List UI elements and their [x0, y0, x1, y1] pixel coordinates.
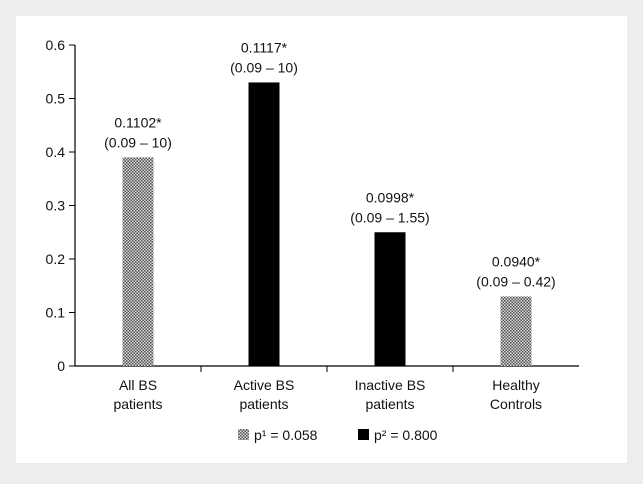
bar-value-label: 0.1117*: [241, 39, 288, 55]
x-category-label: Active BS: [234, 377, 295, 393]
y-tick-label: 0.5: [46, 91, 66, 107]
legend-label: p¹ = 0.058: [254, 427, 318, 443]
legend-swatch: [358, 429, 369, 440]
bar: [248, 82, 280, 366]
x-category-label: patients: [113, 396, 162, 412]
legend-label: p² = 0.800: [374, 427, 438, 443]
y-tick-label: 0.2: [46, 251, 66, 267]
y-tick-label: 0: [57, 358, 65, 374]
bar-range-label: (0.09 – 0.42): [476, 273, 555, 289]
x-category-label: patients: [239, 396, 288, 412]
x-category-label: All BS: [119, 377, 157, 393]
x-category-label: Healthy: [492, 377, 539, 393]
bar: [122, 157, 154, 366]
y-tick-label: 0.3: [46, 198, 66, 214]
x-category-label: Inactive BS: [355, 377, 426, 393]
x-category-label: patients: [365, 396, 414, 412]
bar-value-label: 0.0998*: [366, 189, 415, 205]
bar: [374, 232, 406, 366]
bar-range-label: (0.09 – 10): [104, 134, 172, 150]
bar-value-label: 0.1102*: [114, 114, 162, 130]
bar-range-label: (0.09 – 10): [230, 59, 298, 75]
y-tick-label: 0.6: [46, 37, 66, 53]
legend-swatch: [238, 429, 249, 440]
x-category-label: Controls: [490, 396, 542, 412]
y-tick-label: 0.4: [46, 144, 66, 160]
plot-area-background: [16, 16, 627, 463]
y-tick-label: 0.1: [46, 305, 66, 321]
bar: [500, 296, 532, 366]
bar-value-label: 0.0940*: [492, 253, 541, 269]
bar-range-label: (0.09 – 1.55): [350, 209, 429, 225]
